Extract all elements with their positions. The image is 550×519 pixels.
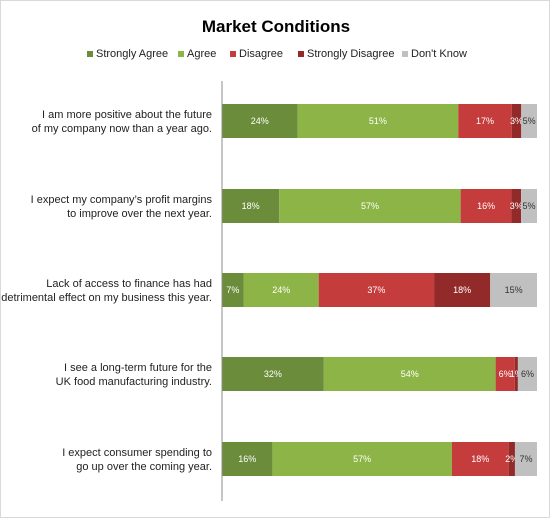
legend-swatch xyxy=(298,51,304,57)
data-label: 15% xyxy=(505,285,523,295)
legend-label: Agree xyxy=(187,48,216,60)
category-label: Lack of access to finance has had xyxy=(46,278,212,290)
data-label: 3% xyxy=(510,116,523,126)
bar-segment xyxy=(517,357,537,391)
bar-segment xyxy=(521,104,537,138)
data-label: 3% xyxy=(510,201,523,211)
bar-segment xyxy=(460,189,512,223)
category-label: I expect consumer spending to xyxy=(62,447,212,459)
category-label: I see a long-term future for the xyxy=(64,362,212,374)
data-label: 6% xyxy=(499,369,512,379)
data-label: 24% xyxy=(251,116,269,126)
data-label: 6% xyxy=(521,369,534,379)
bar-segment xyxy=(279,189,461,223)
data-label: 1% xyxy=(510,369,523,379)
data-label: 16% xyxy=(477,201,495,211)
bar-segment xyxy=(458,104,512,138)
category-label: I expect my company’s profit margins xyxy=(31,194,213,206)
bar-segment xyxy=(511,189,522,223)
category-label: a detrimental effect on my business this… xyxy=(1,292,212,304)
data-label: 57% xyxy=(353,454,371,464)
chart-title: Market Conditions xyxy=(202,17,350,36)
bar-segment xyxy=(222,189,280,223)
category-label: UK food manufacturing industry. xyxy=(56,376,212,388)
bar-segment xyxy=(508,442,515,476)
bar-segment xyxy=(514,357,518,391)
bar-segment xyxy=(511,104,522,138)
category-label: to improve over the next year. xyxy=(67,208,212,220)
category-label: go up over the coming year. xyxy=(76,461,212,473)
data-label: 32% xyxy=(264,369,282,379)
bar-segment xyxy=(222,104,298,138)
bar-segment xyxy=(222,357,324,391)
data-label: 51% xyxy=(369,116,387,126)
bar-segment xyxy=(451,442,509,476)
category-label: of my company now than a year ago. xyxy=(32,123,212,135)
legend-swatch xyxy=(87,51,93,57)
data-label: 57% xyxy=(361,201,379,211)
data-label: 5% xyxy=(523,116,536,126)
legend-label: Strongly Disagree xyxy=(307,48,394,60)
bar-segment xyxy=(243,273,319,307)
data-label: 54% xyxy=(401,369,419,379)
data-label: 7% xyxy=(226,285,239,295)
legend-label: Strongly Agree xyxy=(96,48,168,60)
data-label: 2% xyxy=(505,454,518,464)
category-labels: I am more positive about the future of my… xyxy=(1,109,212,473)
legend: Strongly Agree Agree Disagree Strongly Disa… xyxy=(87,48,467,60)
bar-segment xyxy=(318,273,435,307)
category-label: I am more positive about the future xyxy=(42,109,212,121)
bar-segment xyxy=(272,442,452,476)
legend-swatch xyxy=(230,51,236,57)
bar-segment xyxy=(323,357,496,391)
data-label: 16% xyxy=(238,454,256,464)
bar-segment xyxy=(222,442,273,476)
data-label: 18% xyxy=(242,201,260,211)
legend-label: Disagree xyxy=(239,48,283,60)
data-label: 24% xyxy=(272,285,290,295)
bars: 24% 51% 17% 3% 5%18% 57% 16% 3% 5%7% 24% 37% 18% 15%… xyxy=(222,104,537,476)
data-label: 7% xyxy=(519,454,532,464)
bar-segment xyxy=(434,273,491,307)
data-label: 18% xyxy=(453,285,471,295)
data-label: 5% xyxy=(523,201,536,211)
bar-segment xyxy=(222,273,244,307)
bar-segment xyxy=(490,273,537,307)
bar-segment xyxy=(514,442,537,476)
data-label: 18% xyxy=(471,454,489,464)
legend-swatch xyxy=(402,51,408,57)
bar-segment xyxy=(495,357,515,391)
bar-segment xyxy=(297,104,459,138)
data-label: 17% xyxy=(476,116,494,126)
legend-swatch xyxy=(178,51,184,57)
bar-segment xyxy=(521,189,537,223)
data-label: 37% xyxy=(367,285,385,295)
legend-label: Don't Know xyxy=(411,48,467,60)
